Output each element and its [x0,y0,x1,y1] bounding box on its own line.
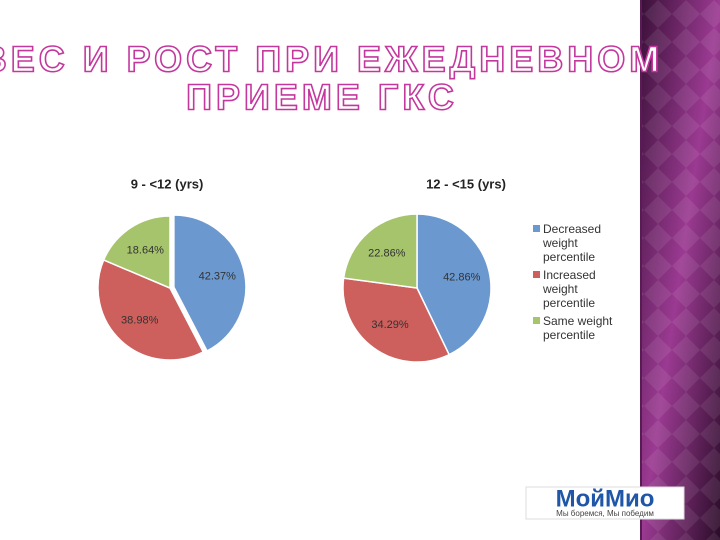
legend-label: Same weight percentile [543,314,613,342]
pie-slice [97,259,205,361]
legend-swatch [533,317,540,324]
data-label: 18.64% [127,245,165,257]
legend-label: Decreased weight percentile [543,222,602,264]
slide-title: ПРИЕМЕ ГКС [186,77,458,118]
legend-item: Same weight percentile [533,314,623,342]
logo-name: МойМио [556,485,655,512]
pie-slice [416,213,492,356]
data-label: 42.86% [443,272,481,284]
legend-label: Increased weight percentile [543,268,596,310]
legend-item: Decreased weight percentile [533,222,623,264]
pie-slice [342,277,451,363]
pie-slice [342,213,418,289]
legend-item: Increased weight percentile [533,268,623,310]
side-pattern [641,0,720,540]
data-label: 38.98% [121,315,159,327]
slide-title: ВЕС И РОСТ ПРИ ЕЖЕДНЕВНОМ [0,39,663,80]
legend-swatch [533,225,540,232]
logo-tagline: Мы боремся, Мы победим [556,509,654,518]
chart-title: 12 - <15 (yrs) [426,176,506,191]
legend-swatch [533,271,540,278]
pie-slice [173,214,247,352]
data-label: 42.37% [199,270,237,282]
logo-box [525,486,685,520]
data-label: 22.86% [368,247,406,259]
pie-slice [102,215,171,290]
chart-title: 9 - <12 (yrs) [131,176,204,191]
data-label: 34.29% [371,319,409,331]
legend: Decreased weight percentile Increased wei… [533,222,623,346]
